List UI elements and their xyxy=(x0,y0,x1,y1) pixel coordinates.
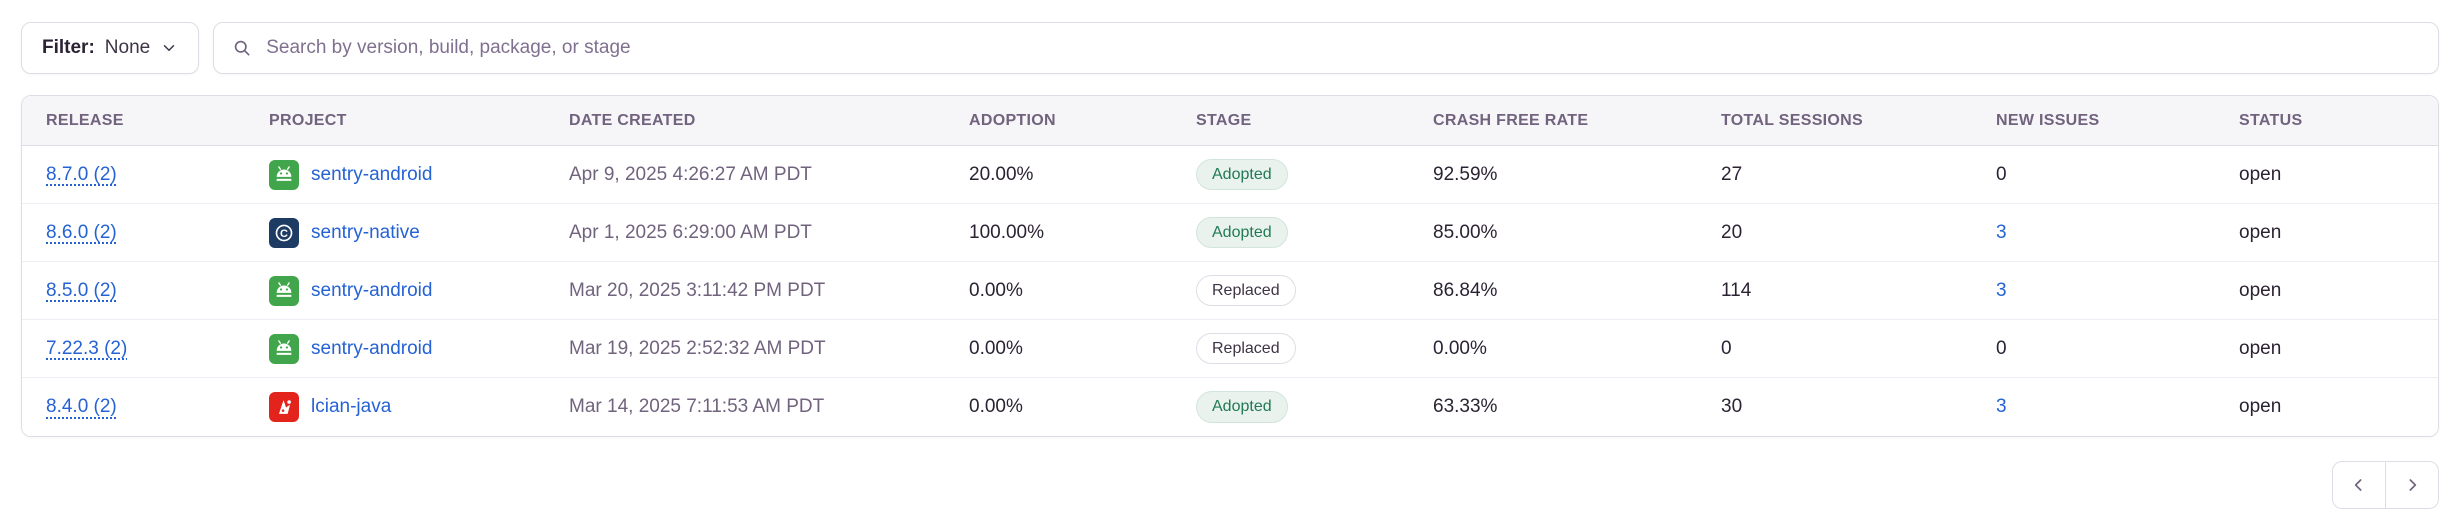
column-header-crash-free-rate: CRASH FREE RATE xyxy=(1433,111,1589,129)
table-row: 8.5.0 (2) sentry-android Mar 20, 2025 3:… xyxy=(22,262,2438,320)
new-issues-link[interactable]: 3 xyxy=(1996,279,2007,301)
new-issues-cell: 0 xyxy=(1996,337,2007,359)
adoption-cell: 100.00% xyxy=(969,221,1045,243)
filter-value: None xyxy=(104,37,151,58)
column-header-date-created: DATE CREATED xyxy=(569,111,696,129)
project-icon-slot: C xyxy=(269,217,299,248)
column-header-new-issues: NEW ISSUES xyxy=(1996,111,2100,129)
new-issues-link[interactable]: 3 xyxy=(1996,396,2007,417)
search-bar[interactable] xyxy=(213,22,2439,74)
column-header-project: PROJECT xyxy=(269,111,347,129)
column-header-stage: STAGE xyxy=(1196,111,1252,129)
table-row: 8.4.0 (2) lcian-java Mar 14, 2025 7:11:5… xyxy=(22,378,2438,436)
date-created-cell: Mar 19, 2025 2:52:32 AM PDT xyxy=(569,337,826,359)
status-cell: open xyxy=(2239,337,2282,359)
column-header-total-sessions: TOTAL SESSIONS xyxy=(1721,111,1864,129)
project-icon-slot xyxy=(269,275,299,306)
previous-page-button[interactable] xyxy=(2332,461,2386,509)
adoption-cell: 0.00% xyxy=(969,279,1023,301)
crash-free-rate-cell: 63.33% xyxy=(1433,396,1498,417)
toolbar: Filter: None xyxy=(0,0,2460,74)
project-link[interactable]: lcian-java xyxy=(311,396,392,417)
new-issues-cell: 0 xyxy=(1996,163,2007,185)
android-icon xyxy=(269,275,299,306)
release-link[interactable]: 7.22.3 (2) xyxy=(46,337,128,359)
date-created-cell: Mar 14, 2025 7:11:53 AM PDT xyxy=(569,396,825,417)
project-icon-slot xyxy=(269,333,299,364)
android-icon xyxy=(269,333,299,364)
project-link[interactable]: sentry-android xyxy=(311,279,433,301)
project-icon-slot xyxy=(269,159,299,190)
pagination xyxy=(0,437,2460,509)
table-row: 8.6.0 (2) C sentry-native Apr 1, 2025 6:… xyxy=(22,204,2438,262)
table-body: 8.7.0 (2) sentry-android Apr 9, 2025 4:2… xyxy=(22,146,2438,436)
column-header-release: RELEASE xyxy=(46,111,124,129)
crash-free-rate-cell: 0.00% xyxy=(1433,337,1487,359)
release-link[interactable]: 8.5.0 (2) xyxy=(46,279,117,301)
project-link[interactable]: sentry-native xyxy=(311,221,420,243)
svg-text:C: C xyxy=(280,227,288,239)
chevron-down-icon xyxy=(160,39,178,57)
project-icon-slot xyxy=(269,392,299,422)
stage-badge: Adopted xyxy=(1196,216,1288,249)
total-sessions-cell: 30 xyxy=(1721,396,1743,417)
stage-badge: Adopted xyxy=(1196,391,1288,423)
total-sessions-cell: 27 xyxy=(1721,163,1743,185)
releases-table: RELEASE PROJECT DATE CREATED ADOPTION STAGE C… xyxy=(21,95,2439,437)
project-link[interactable]: sentry-android xyxy=(311,337,433,359)
table-row: 8.7.0 (2) sentry-android Apr 9, 2025 4:2… xyxy=(22,146,2438,204)
adoption-cell: 0.00% xyxy=(969,396,1023,417)
crash-free-rate-cell: 92.59% xyxy=(1433,163,1498,185)
status-cell: open xyxy=(2239,163,2282,185)
stage-badge: Adopted xyxy=(1196,158,1288,191)
search-icon xyxy=(232,38,252,58)
column-header-adoption: ADOPTION xyxy=(969,111,1056,129)
total-sessions-cell: 20 xyxy=(1721,221,1743,243)
crash-free-rate-cell: 86.84% xyxy=(1433,279,1498,301)
crash-free-rate-cell: 85.00% xyxy=(1433,221,1498,243)
chevron-right-icon xyxy=(2402,475,2422,495)
adoption-cell: 0.00% xyxy=(969,337,1023,359)
date-created-cell: Apr 9, 2025 4:26:27 AM PDT xyxy=(569,163,812,185)
java-icon xyxy=(269,392,299,422)
project-link[interactable]: sentry-android xyxy=(311,163,433,185)
status-cell: open xyxy=(2239,396,2282,417)
stage-badge: Replaced xyxy=(1196,274,1296,307)
date-created-cell: Mar 20, 2025 3:11:42 PM PDT xyxy=(569,279,826,301)
date-created-cell: Apr 1, 2025 6:29:00 AM PDT xyxy=(569,221,812,243)
table-row: 7.22.3 (2) sentry-android Mar 19, 2025 2… xyxy=(22,320,2438,378)
adoption-cell: 20.00% xyxy=(969,163,1034,185)
total-sessions-cell: 0 xyxy=(1721,337,1732,359)
status-cell: open xyxy=(2239,279,2282,301)
android-icon xyxy=(269,159,299,190)
table-header-row: RELEASE PROJECT DATE CREATED ADOPTION STAGE C… xyxy=(22,96,2438,146)
stage-badge: Replaced xyxy=(1196,332,1296,365)
new-issues-link[interactable]: 3 xyxy=(1996,221,2007,243)
release-link[interactable]: 8.7.0 (2) xyxy=(46,163,117,185)
native-icon: C xyxy=(269,217,299,248)
total-sessions-cell: 114 xyxy=(1721,279,1752,301)
filter-dropdown[interactable]: Filter: None xyxy=(21,22,200,74)
column-header-status: STATUS xyxy=(2239,111,2303,129)
search-input[interactable] xyxy=(264,36,2420,60)
filter-label: Filter: xyxy=(42,37,95,58)
status-cell: open xyxy=(2239,221,2282,243)
chevron-left-icon xyxy=(2349,475,2369,495)
next-page-button[interactable] xyxy=(2385,461,2439,509)
release-link[interactable]: 8.6.0 (2) xyxy=(46,221,117,243)
release-link[interactable]: 8.4.0 (2) xyxy=(46,396,117,417)
